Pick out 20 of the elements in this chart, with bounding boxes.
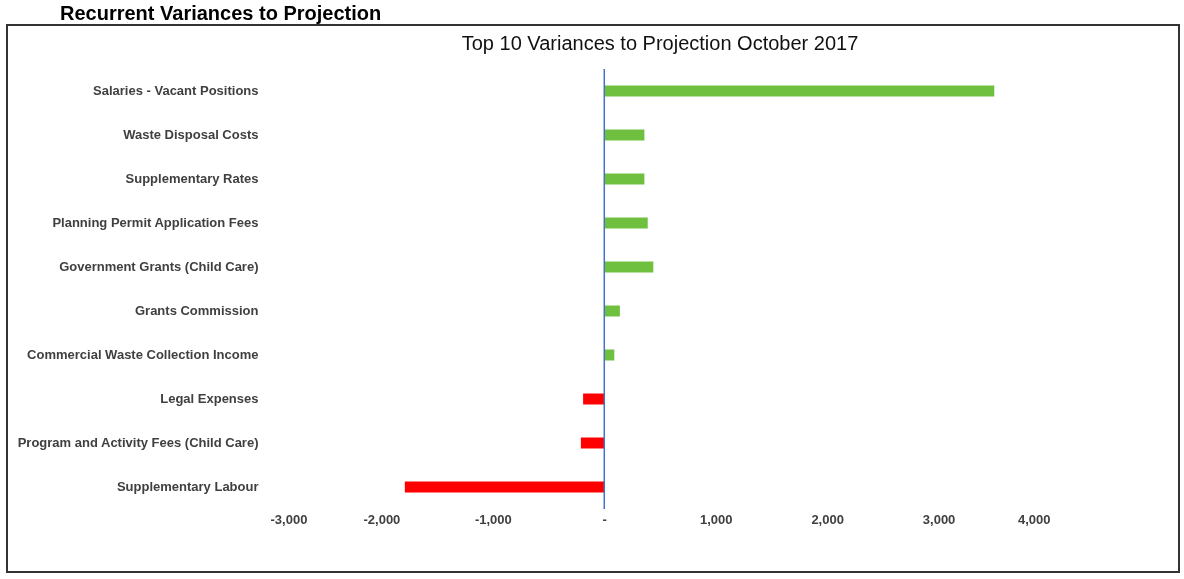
x-tick-label: -3,000 [270, 511, 308, 527]
y-tick-label: Planning Permit Application Fees [52, 215, 259, 230]
x-tick-label: 3,000 [922, 511, 956, 527]
x-tick-label: 4,000 [1017, 511, 1051, 527]
y-tick-label: Commercial Waste Collection Income [27, 347, 259, 362]
x-tick-label: 2,000 [811, 511, 844, 527]
y-tick-label: Legal Expenses [160, 391, 259, 406]
y-tick-label: Supplementary Rates [125, 171, 259, 186]
x-tick-label: 1,000 [699, 511, 733, 527]
y-tick-label: Salaries - Vacant Positions [93, 83, 259, 98]
y-tick-label: Grants Commission [134, 303, 259, 318]
y-tick-label: Government Grants (Child Care) [59, 259, 259, 274]
x-tick-label: -2,000 [363, 511, 401, 527]
x-tick-label: - [602, 511, 607, 527]
x-tick-label: -1,000 [474, 511, 512, 527]
text: Recurrent Variances to Projection [59, 1, 383, 24]
y-tick-label: Program and Activity Fees (Child Care) [17, 435, 259, 450]
y-tick-label: Waste Disposal Costs [123, 127, 259, 142]
chart-title: Top 10 Variances to Projection October 2017 [461, 32, 859, 55]
y-tick-label: Supplementary Labour [116, 479, 259, 494]
